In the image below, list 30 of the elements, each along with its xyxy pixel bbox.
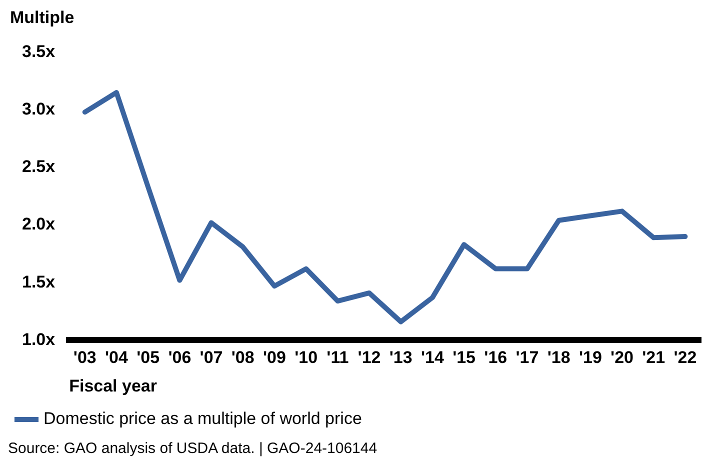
x-tick-label: '04 <box>105 348 128 368</box>
x-tick-label: '06 <box>168 348 192 368</box>
x-tick-label: '14 <box>420 348 444 368</box>
y-tick-label: 2.0x <box>22 214 56 234</box>
x-tick-label: '17 <box>516 348 539 368</box>
x-tick-label: '10 <box>294 348 318 368</box>
x-tick-label: '13 <box>389 348 412 368</box>
x-tick-label: '05 <box>136 348 160 368</box>
source-note: Source: GAO analysis of USDA data. | GAO-24-106144 <box>8 440 378 457</box>
x-tick-label: '08 <box>231 348 254 368</box>
x-tick-label: '03 <box>73 348 96 368</box>
x-tick-label: '09 <box>262 348 286 368</box>
x-tick-label: '18 <box>547 348 570 368</box>
x-tick-label: '16 <box>484 348 508 368</box>
y-tick-label: 1.0x <box>22 330 56 349</box>
x-tick-label: '12 <box>358 348 381 368</box>
x-tick-label: '22 <box>674 348 697 368</box>
x-tick-label: '19 <box>578 348 602 368</box>
x-axis-title: Fiscal year <box>69 376 158 396</box>
x-tick-label: '07 <box>200 348 223 368</box>
x-tick-label: '21 <box>642 348 666 368</box>
y-tick-label: 3.0x <box>22 99 56 118</box>
x-tick-label: '20 <box>610 348 634 368</box>
legend-label: Domestic price as a multiple of world price <box>44 409 362 428</box>
x-tick-label: '11 <box>326 348 349 368</box>
y-tick-label: 3.5x <box>22 42 56 61</box>
y-tick-label: 1.5x <box>22 272 56 292</box>
y-axis-title: Multiple <box>10 8 76 28</box>
x-tick-label: '15 <box>452 348 476 368</box>
y-tick-label: 2.5x <box>22 157 56 176</box>
